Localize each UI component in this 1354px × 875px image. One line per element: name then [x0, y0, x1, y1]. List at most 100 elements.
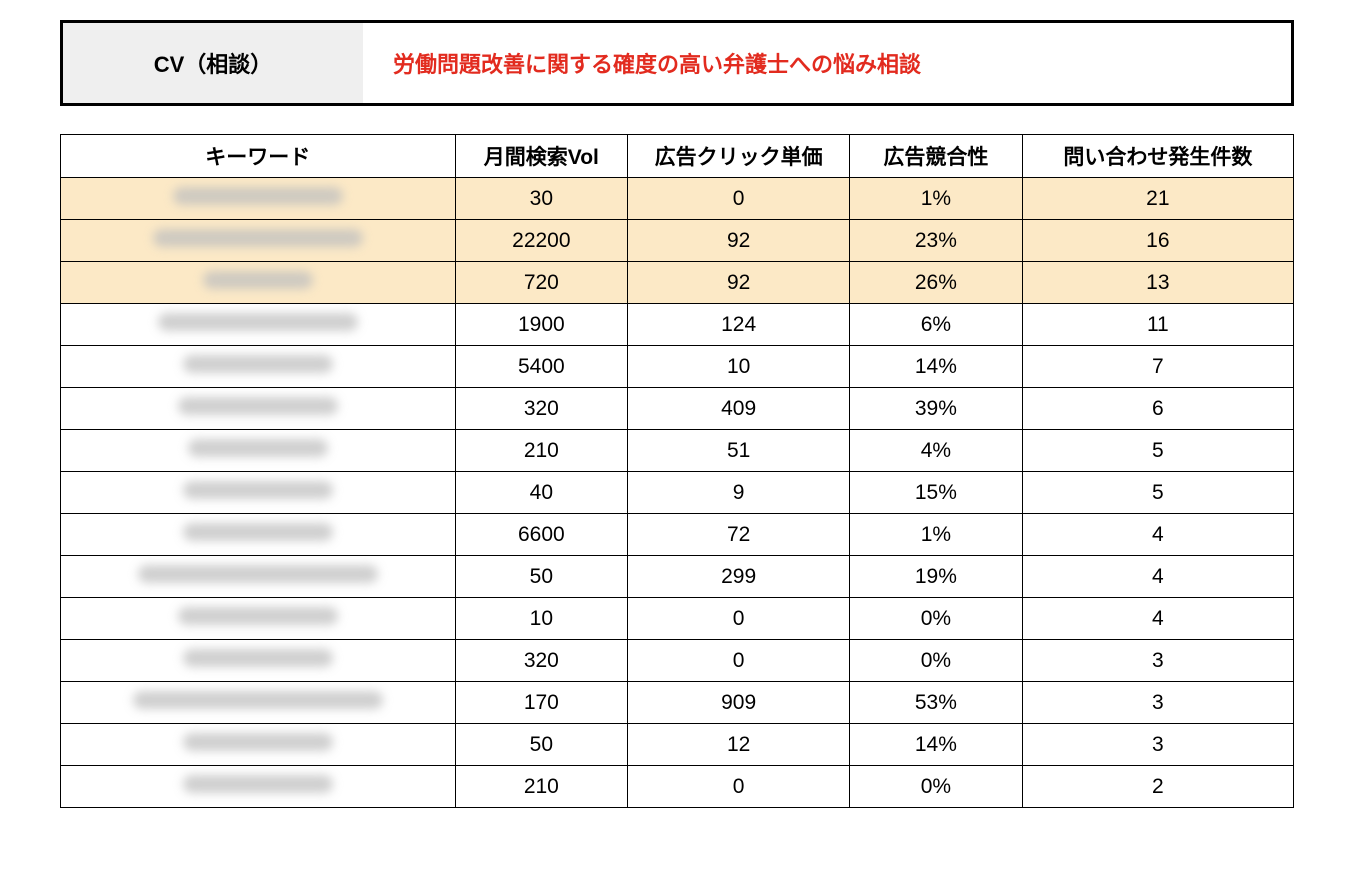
- blurred-keyword-placeholder: [158, 313, 358, 331]
- blurred-keyword-placeholder: [188, 439, 328, 457]
- cell-keyword: [61, 304, 456, 346]
- cell-cpc: 0: [628, 178, 850, 220]
- cell-competition: 15%: [850, 472, 1023, 514]
- cell-volume: 40: [455, 472, 628, 514]
- blurred-keyword-placeholder: [183, 649, 333, 667]
- cell-inquiries: 3: [1022, 682, 1293, 724]
- blurred-keyword-placeholder: [133, 691, 383, 709]
- blurred-keyword-placeholder: [183, 481, 333, 499]
- cell-volume: 320: [455, 388, 628, 430]
- cell-cpc: 51: [628, 430, 850, 472]
- table-row: 32040939%6: [61, 388, 1294, 430]
- cell-keyword: [61, 430, 456, 472]
- blurred-keyword-placeholder: [183, 523, 333, 541]
- cell-keyword: [61, 598, 456, 640]
- cell-inquiries: 4: [1022, 556, 1293, 598]
- keyword-table: キーワード月間検索Vol広告クリック単価広告競合性問い合わせ発生件数 3001%…: [60, 134, 1294, 808]
- cell-volume: 50: [455, 556, 628, 598]
- table-row: 21000%2: [61, 766, 1294, 808]
- cell-inquiries: 2: [1022, 766, 1293, 808]
- cell-volume: 170: [455, 682, 628, 724]
- cell-keyword: [61, 766, 456, 808]
- cell-cpc: 409: [628, 388, 850, 430]
- cell-volume: 1900: [455, 304, 628, 346]
- cell-volume: 30: [455, 178, 628, 220]
- table-header-row: キーワード月間検索Vol広告クリック単価広告競合性問い合わせ発生件数: [61, 135, 1294, 178]
- cell-cpc: 92: [628, 220, 850, 262]
- cell-keyword: [61, 388, 456, 430]
- cell-volume: 210: [455, 430, 628, 472]
- cell-inquiries: 21: [1022, 178, 1293, 220]
- cell-competition: 14%: [850, 346, 1023, 388]
- cell-keyword: [61, 724, 456, 766]
- cell-cpc: 909: [628, 682, 850, 724]
- cell-keyword: [61, 556, 456, 598]
- blurred-keyword-placeholder: [183, 355, 333, 373]
- cell-keyword: [61, 178, 456, 220]
- cell-inquiries: 7: [1022, 346, 1293, 388]
- table-row: 210514%5: [61, 430, 1294, 472]
- table-row: 7209226%13: [61, 262, 1294, 304]
- cell-inquiries: 16: [1022, 220, 1293, 262]
- table-row: 40915%5: [61, 472, 1294, 514]
- cell-competition: 0%: [850, 640, 1023, 682]
- cell-inquiries: 4: [1022, 598, 1293, 640]
- cell-cpc: 0: [628, 640, 850, 682]
- cell-keyword: [61, 640, 456, 682]
- header-box: CV（相談） 労働問題改善に関する確度の高い弁護士への悩み相談: [60, 20, 1294, 106]
- cell-volume: 6600: [455, 514, 628, 556]
- cell-competition: 6%: [850, 304, 1023, 346]
- cell-volume: 5400: [455, 346, 628, 388]
- cell-volume: 720: [455, 262, 628, 304]
- blurred-keyword-placeholder: [203, 271, 313, 289]
- cell-competition: 1%: [850, 178, 1023, 220]
- header-right-label: 労働問題改善に関する確度の高い弁護士への悩み相談: [363, 23, 951, 103]
- cell-cpc: 92: [628, 262, 850, 304]
- table-row: 32000%3: [61, 640, 1294, 682]
- table-column-header: 月間検索Vol: [455, 135, 628, 178]
- cell-keyword: [61, 514, 456, 556]
- table-row: 222009223%16: [61, 220, 1294, 262]
- table-row: 19001246%11: [61, 304, 1294, 346]
- cell-competition: 39%: [850, 388, 1023, 430]
- cell-cpc: 9: [628, 472, 850, 514]
- cell-cpc: 299: [628, 556, 850, 598]
- cell-volume: 320: [455, 640, 628, 682]
- blurred-keyword-placeholder: [138, 565, 378, 583]
- table-column-header: 広告クリック単価: [628, 135, 850, 178]
- cell-cpc: 72: [628, 514, 850, 556]
- cell-inquiries: 6: [1022, 388, 1293, 430]
- cell-competition: 26%: [850, 262, 1023, 304]
- cell-cpc: 10: [628, 346, 850, 388]
- cell-keyword: [61, 220, 456, 262]
- cell-inquiries: 4: [1022, 514, 1293, 556]
- cell-keyword: [61, 346, 456, 388]
- cell-inquiries: 13: [1022, 262, 1293, 304]
- cell-competition: 1%: [850, 514, 1023, 556]
- cell-competition: 19%: [850, 556, 1023, 598]
- table-row: 1000%4: [61, 598, 1294, 640]
- cell-inquiries: 11: [1022, 304, 1293, 346]
- cell-inquiries: 3: [1022, 724, 1293, 766]
- cell-inquiries: 5: [1022, 472, 1293, 514]
- cell-inquiries: 5: [1022, 430, 1293, 472]
- cell-volume: 10: [455, 598, 628, 640]
- cell-volume: 210: [455, 766, 628, 808]
- blurred-keyword-placeholder: [183, 775, 333, 793]
- cell-volume: 22200: [455, 220, 628, 262]
- blurred-keyword-placeholder: [153, 229, 363, 247]
- table-column-header: 広告競合性: [850, 135, 1023, 178]
- table-row: 501214%3: [61, 724, 1294, 766]
- cell-competition: 0%: [850, 598, 1023, 640]
- table-row: 6600721%4: [61, 514, 1294, 556]
- cell-cpc: 124: [628, 304, 850, 346]
- cell-keyword: [61, 682, 456, 724]
- header-left-label: CV（相談）: [63, 23, 363, 103]
- blurred-keyword-placeholder: [178, 607, 338, 625]
- cell-competition: 53%: [850, 682, 1023, 724]
- blurred-keyword-placeholder: [183, 733, 333, 751]
- blurred-keyword-placeholder: [173, 187, 343, 205]
- cell-cpc: 12: [628, 724, 850, 766]
- blurred-keyword-placeholder: [178, 397, 338, 415]
- table-row: 54001014%7: [61, 346, 1294, 388]
